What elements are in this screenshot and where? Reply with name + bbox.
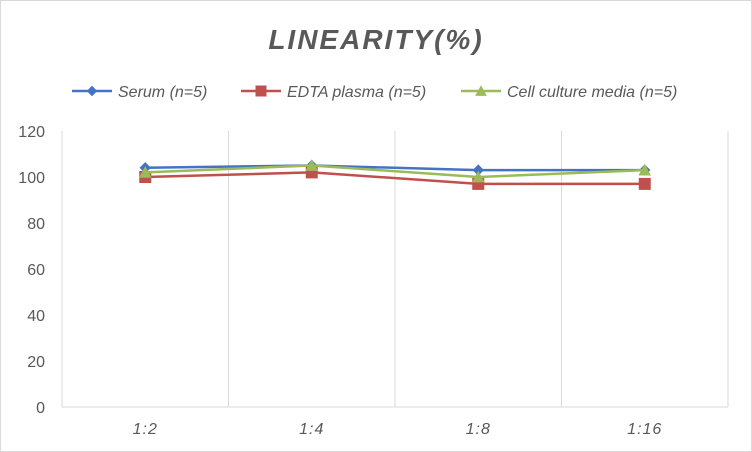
data-point-triangle [475, 85, 487, 96]
data-point-triangle [305, 159, 319, 171]
legend-item: Serum (n=5) [72, 84, 207, 101]
chart-series [138, 159, 652, 190]
legend-label: Cell culture media (n=5) [507, 84, 677, 101]
data-point-triangle [138, 166, 152, 178]
y-tick-label: 0 [36, 400, 45, 417]
legend-item: EDTA plasma (n=5) [241, 84, 426, 101]
x-tick-label: 1:16 [627, 421, 662, 438]
y-tick-label: 100 [18, 170, 45, 187]
x-tick-label: 1:2 [133, 421, 158, 438]
y-tick-label: 80 [27, 216, 45, 233]
data-point-square [638, 177, 651, 190]
y-tick-label: 120 [18, 124, 45, 141]
x-tick-label: 1:4 [299, 421, 324, 438]
series-group [138, 159, 652, 183]
y-axis-ticks: 0 20 40 60 80 100 120 [18, 124, 45, 417]
y-tick-label: 60 [27, 262, 45, 279]
x-tick-label: 1:8 [466, 421, 491, 438]
series-line [145, 164, 645, 172]
data-point-triangle [638, 163, 652, 176]
series-line [145, 171, 645, 186]
data-point-triangle [471, 170, 485, 183]
legend-item: Cell culture media (n=5) [461, 84, 677, 101]
legend-label: Serum (n=5) [118, 84, 207, 101]
x-axis-ticks: 1:2 1:4 1:8 1:16 [133, 421, 662, 438]
series-line [145, 164, 645, 179]
chart-title: LINEARITY(%) [268, 24, 483, 55]
data-point-diamond [86, 85, 98, 97]
y-tick-label: 40 [27, 308, 45, 325]
chart-legend: Serum (n=5) EDTA plasma (n=5) Cell culture… [72, 84, 677, 101]
data-point-square [255, 85, 267, 97]
legend-label: EDTA plasma (n=5) [287, 84, 426, 101]
data-point-diamond [472, 164, 484, 176]
y-tick-label: 20 [27, 354, 45, 371]
